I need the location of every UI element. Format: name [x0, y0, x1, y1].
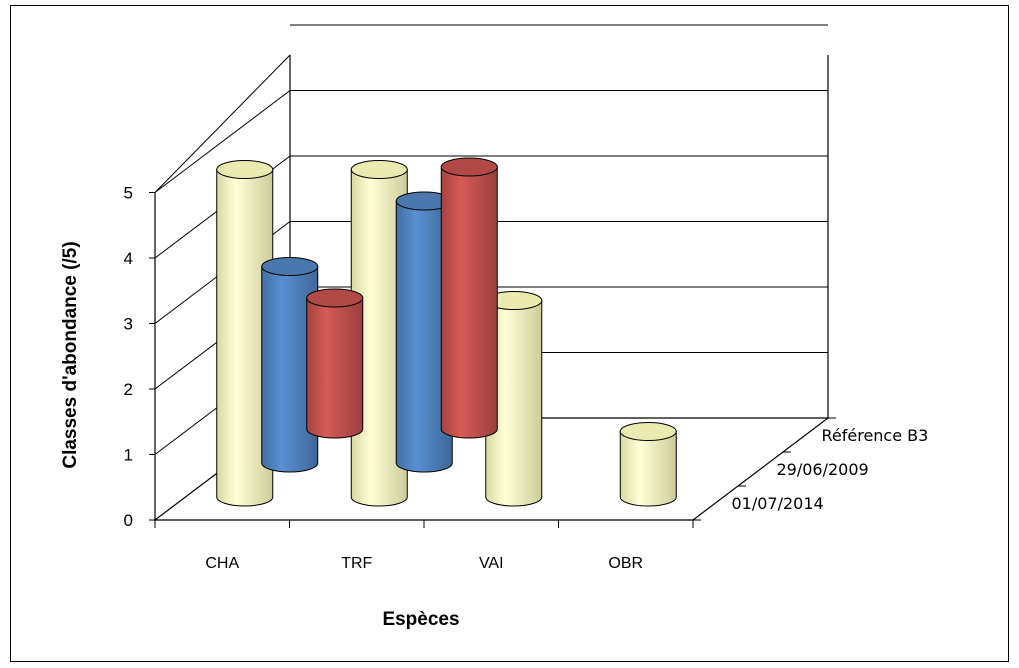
bar — [395, 191, 453, 473]
side-gridline — [154, 54, 291, 193]
bar — [619, 422, 677, 507]
x-axis-title: Espèces — [382, 609, 459, 630]
bar — [216, 160, 274, 507]
y-axis-title: Classes d'abondance (/5) — [60, 241, 81, 468]
bar — [350, 160, 408, 507]
series-labels: 01/07/2014 29/06/2009 Référence B3 — [732, 426, 929, 513]
series-label: 01/07/2014 — [732, 494, 824, 513]
bar — [261, 257, 319, 473]
y-tick-label: 0 — [124, 511, 133, 530]
bars — [216, 157, 677, 507]
series-label: Référence B3 — [822, 426, 929, 445]
bar — [485, 291, 543, 507]
y-tick-labels: 0 1 2 3 4 5 — [124, 184, 155, 530]
category-label: VAI — [479, 555, 504, 572]
y-tick-label: 1 — [124, 446, 133, 465]
category-label: TRF — [341, 555, 372, 572]
y-tick-label: 2 — [124, 380, 133, 399]
series-label: 29/06/2009 — [777, 460, 869, 479]
category-labels: CHA TRF VAI OBR — [205, 555, 643, 572]
bar — [306, 288, 364, 439]
category-label: CHA — [205, 555, 239, 572]
side-gridline — [154, 90, 291, 193]
y-tick-label: 4 — [124, 249, 133, 268]
y-tick-label: 3 — [124, 315, 133, 334]
bar — [440, 157, 498, 439]
y-tick-label: 5 — [124, 184, 133, 203]
category-label: OBR — [608, 555, 643, 572]
